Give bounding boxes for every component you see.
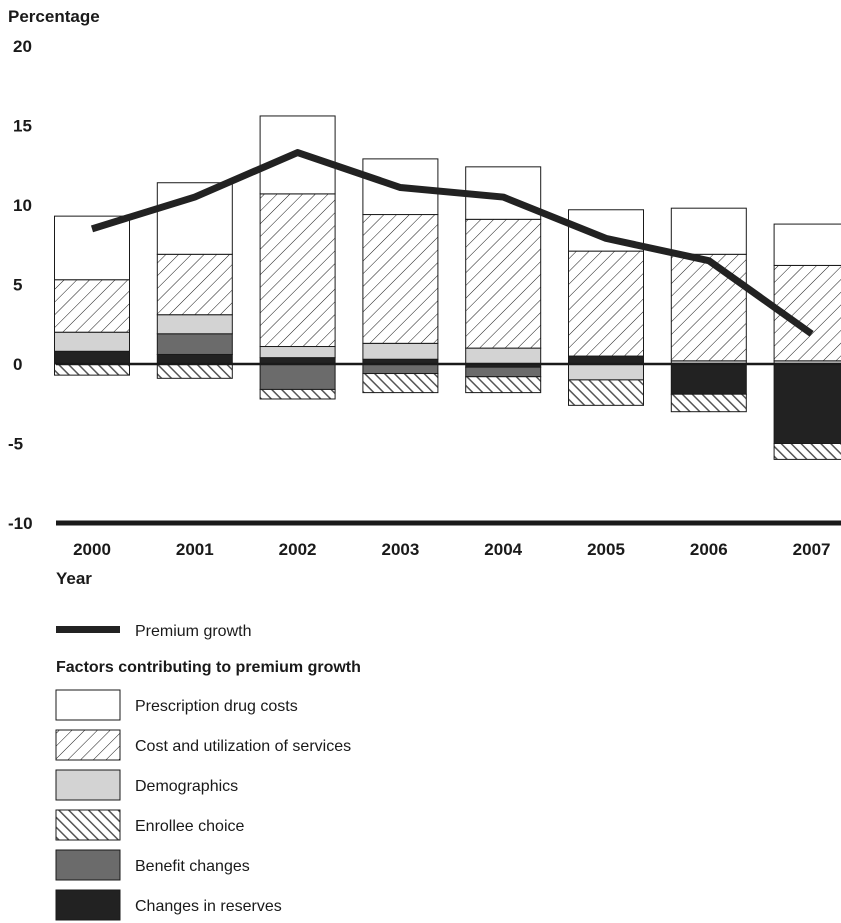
bar-segment-prescription-drug-costs [773,223,841,266]
bar-stack-2007 [773,223,841,460]
bar-stack-2002 [259,115,336,400]
bar-segment-cost-and-utilization-of-services [568,250,644,357]
bar-segment-enrollee-choice [568,379,644,406]
bar-segment-cost-and-utilization-of-services [670,253,747,362]
y-tick-label: 0 [13,355,22,374]
bar-segment-demographics [156,314,233,335]
bar-segment-benefit-changes [362,363,439,375]
x-tick-label: 2005 [587,540,625,559]
premium-growth-line [90,149,814,337]
x-tick-label: 2002 [279,540,317,559]
bar-segment-demographics [465,347,542,365]
bar-segment-enrollee-choice [670,393,747,413]
bar-stack-2006 [670,207,747,413]
legend-group-title: Factors contributing to premium growth [56,659,361,676]
legend-label: Demographics [135,778,238,795]
bar-segment-changes-in-reserves [670,363,747,395]
x-tick-label: 2007 [793,540,831,559]
bar-segment-enrollee-choice [362,373,439,394]
bar-segment-enrollee-choice [259,388,336,400]
x-tick-label: 2003 [381,540,419,559]
legend-item-prescription-drug-costs: Prescription drug costs [55,689,298,721]
bar-segment-benefit-changes [259,363,336,390]
x-tick-label: 2004 [484,540,522,559]
legend-swatch [55,769,121,801]
x-tick-label: 2000 [73,540,111,559]
y-tick-label: 5 [13,276,22,295]
bar-segment-enrollee-choice [773,443,841,460]
x-tick-label: 2006 [690,540,728,559]
legend-label: Changes in reserves [135,898,282,915]
bar-segment-cost-and-utilization-of-services [54,279,130,333]
legend-item-enrollee-choice: Enrollee choice [55,809,245,841]
legend-swatch [55,889,121,921]
y-tick-label: 15 [13,117,32,136]
bar-segment-changes-in-reserves [54,350,130,365]
legend-item-benefit-changes: Benefit changes [55,849,250,881]
bar-segment-demographics [568,363,644,381]
bar-segment-demographics [54,331,130,352]
legend-item-cost-and-utilization-of-services: Cost and utilization of services [55,729,351,761]
bar-segment-cost-and-utilization-of-services [156,253,233,316]
bar-segment-prescription-drug-costs [670,207,747,255]
bar-segment-changes-in-reserves [156,353,233,365]
legend-label: Benefit changes [135,858,250,875]
bar-segment-enrollee-choice [54,363,130,376]
y-tick-label: 10 [13,196,32,215]
legend-swatch [55,689,121,721]
bar-segment-cost-and-utilization-of-services [362,214,439,344]
y-tick-label: 20 [13,37,32,56]
legend-item-demographics: Demographics [55,769,238,801]
legend-swatch [55,729,121,761]
bar-segment-benefit-changes [465,366,542,378]
bar-stack-2003 [362,158,439,394]
bar-stack-2000 [54,215,130,376]
legend-label: Prescription drug costs [135,698,298,715]
x-tick-label: 2001 [176,540,214,559]
legend: Premium growth Factors contributing to p… [55,623,361,921]
bar-segment-enrollee-choice [465,376,542,394]
bar-segment-benefit-changes [156,333,233,355]
legend-line-swatch [56,626,120,633]
bar-stack-2001 [156,182,233,379]
legend-swatch [55,849,121,881]
legend-label-premium-growth: Premium growth [135,623,251,640]
legend-label: Enrollee choice [135,818,245,835]
legend-item-changes-in-reserves: Changes in reserves [55,889,282,921]
bar-segment-enrollee-choice [156,363,233,379]
y-tick-label: -10 [8,514,33,533]
bar-segment-demographics [259,346,336,359]
legend-label: Cost and utilization of services [135,738,351,755]
x-tick-labels: 2000 2001 2002 2003 2004 2005 2006 2007 [73,540,830,559]
bar-stack-2005 [568,209,644,406]
legend-swatch [55,809,121,841]
y-axis-label: Percentage [8,7,100,26]
stacked-bars [54,115,841,460]
bar-segment-demographics [362,342,439,360]
x-axis-label: Year [56,569,92,588]
bar-segment-cost-and-utilization-of-services [259,193,336,348]
y-tick-label: -5 [8,435,23,454]
bar-segment-changes-in-reserves [773,363,841,444]
bar-segment-cost-and-utilization-of-services [465,218,542,349]
y-tick-labels: 20 15 10 5 0 -5 -10 [8,37,33,533]
